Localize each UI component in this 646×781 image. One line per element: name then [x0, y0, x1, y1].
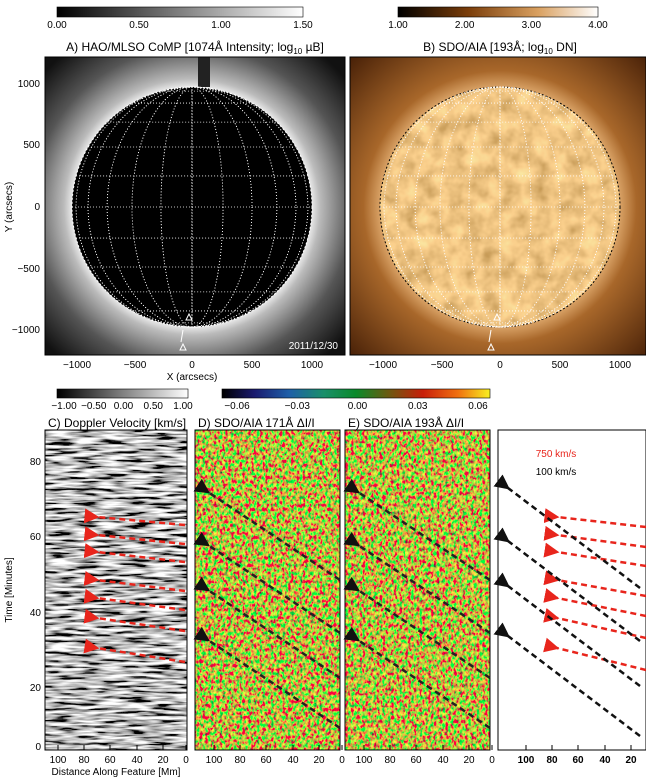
x-tick-label: 80 [234, 755, 246, 766]
x-tick-label: 20 [313, 755, 325, 766]
x-axis-label: X (arcsecs) [167, 372, 218, 383]
colorbar-tick-label: 3.00 [522, 20, 542, 31]
x-tick-label: 60 [572, 755, 584, 766]
x-tick-label: 40 [131, 755, 143, 766]
x-tick-label: 0 [497, 360, 503, 371]
x-tick-label: 100 [50, 755, 67, 766]
colorbar-tick-label: 0.06 [468, 401, 488, 412]
colorbar-b [398, 7, 598, 17]
y-tick-label: 1000 [18, 79, 41, 90]
colorbar-c [57, 389, 188, 398]
panel-b-title: B) SDO/AIA [193Å; log10 DN] [423, 39, 577, 56]
x-tick-label: 1000 [301, 360, 324, 371]
x-tick-label: 20 [157, 755, 169, 766]
x-tick-label: 500 [552, 360, 569, 371]
title-text: µB] [302, 40, 324, 54]
x-tick-label: −1000 [63, 360, 92, 371]
colorbar-tick-label: 2.00 [455, 20, 475, 31]
colorbar-tick-label: −1.00 [51, 401, 77, 412]
y-tick-label: 40 [30, 608, 42, 619]
colorbar-tick-label: 1.00 [211, 20, 231, 31]
x-tick-label: 80 [384, 755, 396, 766]
x-tick-label: 0 [489, 755, 495, 766]
x-tick-label: 0 [339, 755, 345, 766]
panel-c-title: C) Doppler Velocity [km/s] [48, 416, 186, 430]
y-tick-label: 500 [23, 140, 40, 151]
colorbar-tick-label: 4.00 [588, 20, 608, 31]
x-tick-label: 60 [260, 755, 272, 766]
x-tick-label: 20 [463, 755, 475, 766]
title-text: B) SDO/AIA [193Å; log [423, 39, 544, 54]
legend-entry: 100 km/s [536, 467, 577, 478]
x-tick-label: 40 [287, 755, 299, 766]
x-tick-label: 40 [599, 755, 611, 766]
x-tick-label: 20 [625, 755, 637, 766]
colorbar-tick-label: 0.00 [348, 401, 368, 412]
x-axis-label: Distance Along Feature [Mm] [52, 767, 181, 778]
panel-d-image [195, 430, 340, 750]
x-tick-label: 100 [206, 755, 223, 766]
colorbar-a [57, 7, 303, 17]
x-tick-label: 100 [518, 755, 535, 766]
y-tick-label: 60 [30, 532, 42, 543]
x-tick-label: −1000 [369, 360, 398, 371]
x-tick-label: 80 [78, 755, 90, 766]
colorbar-tick-label: 1.00 [388, 20, 408, 31]
figure: A) HAO/MLSO CoMP [1074Å Intensity; log 10… [0, 0, 646, 781]
colorbar-tick-label: −0.06 [224, 401, 250, 412]
y-tick-label: 0 [34, 202, 40, 213]
x-tick-label: 500 [244, 360, 261, 371]
x-tick-label: 60 [410, 755, 422, 766]
title-text: A) HAO/MLSO CoMP [1074Å Intensity; log [66, 39, 293, 54]
y-tick-label: 20 [30, 683, 42, 694]
colorbar-tick-label: −0.03 [285, 401, 311, 412]
x-tick-label: 40 [437, 755, 449, 766]
colorbar-d [222, 389, 490, 398]
colorbar-tick-label: 0.50 [129, 20, 149, 31]
x-tick-label: 0 [183, 755, 189, 766]
panel-c-image [45, 430, 187, 750]
colorbar-tick-label: 0.00 [114, 401, 134, 412]
x-tick-label: 100 [356, 755, 373, 766]
colorbar-tick-label: 0.00 [47, 20, 67, 31]
panel-a-image [45, 57, 345, 355]
y-axis-label: Time [Minutes] [4, 557, 15, 622]
date-label: 2011/12/30 [289, 341, 339, 352]
colorbar-tick-label: 0.03 [408, 401, 428, 412]
x-tick-label: 1000 [609, 360, 632, 371]
y-tick-label: −1000 [12, 325, 41, 336]
x-tick-label: 60 [104, 755, 116, 766]
colorbar-tick-label: 0.50 [144, 401, 164, 412]
panel-e-image [345, 430, 490, 750]
x-tick-label: 0 [189, 360, 195, 371]
x-tick-label: −500 [124, 360, 147, 371]
legend-entry: 750 km/s [536, 449, 577, 460]
colorbar-tick-label: −0.50 [81, 401, 107, 412]
panel-b-image [350, 57, 646, 355]
y-tick-label: 80 [30, 457, 42, 468]
panel-a-title: A) HAO/MLSO CoMP [1074Å Intensity; log10… [66, 39, 324, 56]
x-tick-label: −500 [431, 360, 454, 371]
colorbar-tick-label: 1.50 [293, 20, 313, 31]
panel-e-title: E) SDO/AIA 193Å ΔI/I [348, 415, 464, 430]
panel-d-title: D) SDO/AIA 171Å ΔI/I [198, 415, 315, 430]
colorbar-tick-label: 1.00 [173, 401, 193, 412]
y-tick-label: −500 [17, 264, 40, 275]
title-text: DN] [553, 40, 577, 54]
x-tick-label: 80 [546, 755, 558, 766]
y-axis-label: Y (arcsecs) [4, 182, 15, 232]
y-tick-label: 0 [35, 742, 41, 753]
